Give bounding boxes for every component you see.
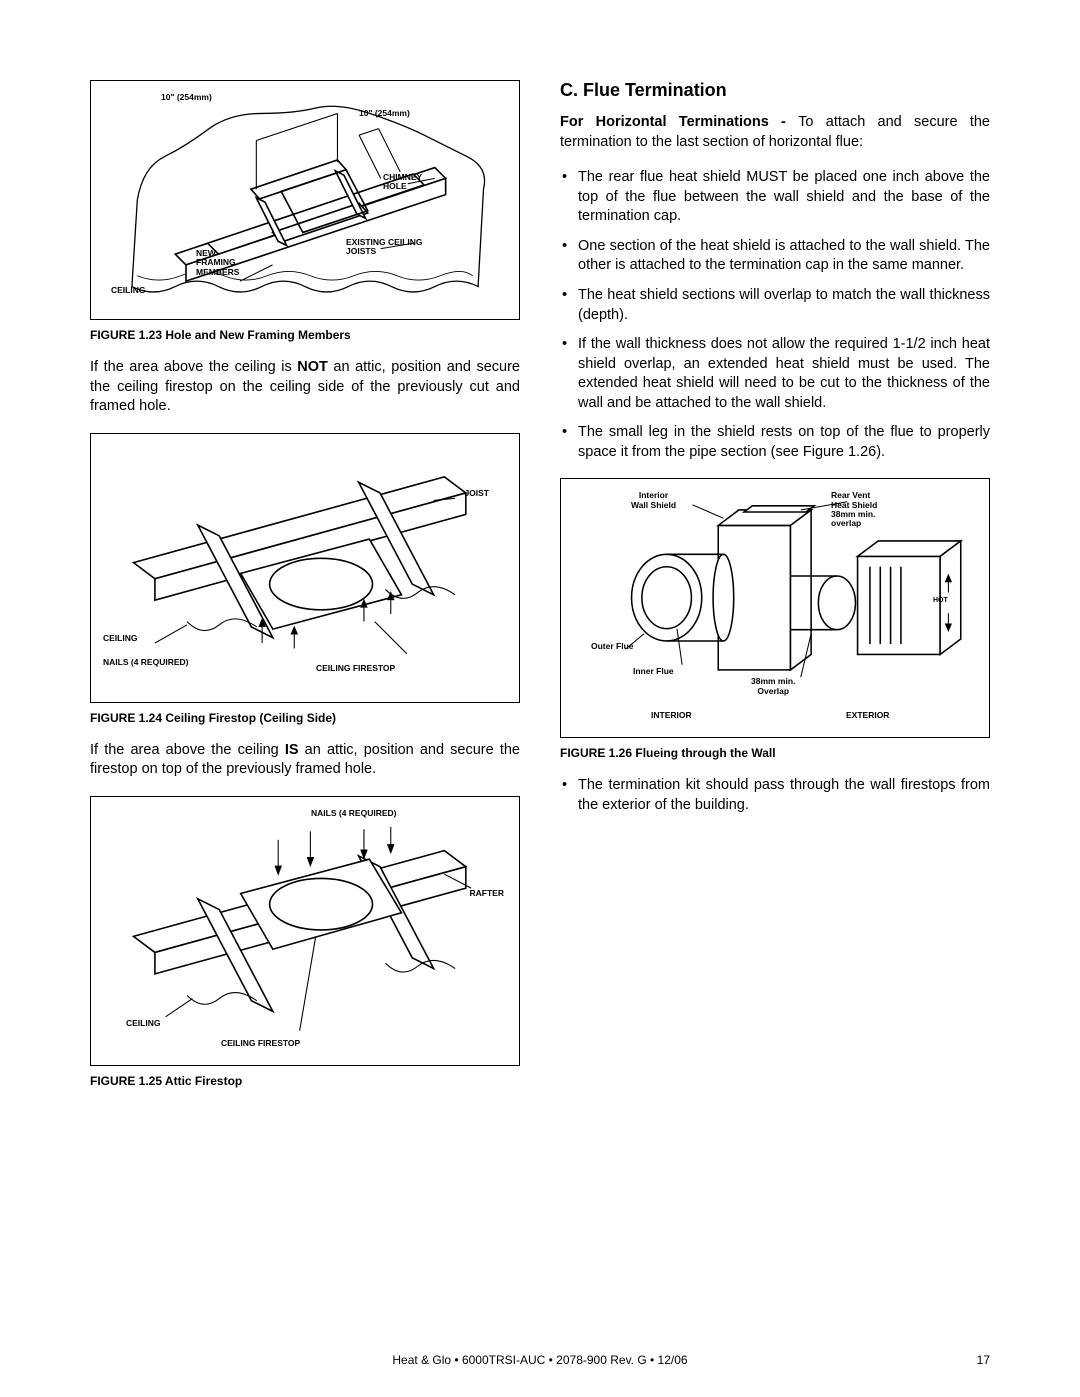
paragraph-is-attic: If the area above the ceiling IS an atti… (90, 741, 520, 780)
lead-paragraph: For Horizontal Terminations - To attach … (560, 113, 990, 152)
label-ceiling-123: CEILING (111, 286, 145, 295)
para1-bold: NOT (297, 359, 328, 375)
figure-1-25-caption: FIGURE 1.25 Attic Firestop (90, 1074, 520, 1088)
figure-1-25: NAILS (4 REQUIRED) RAFTER CEILING CEILIN… (90, 796, 520, 1066)
page-number: 17 (977, 1353, 990, 1367)
bullet-item: One section of the heat shield is attach… (560, 237, 990, 276)
figure-1-26-caption: FIGURE 1.26 Flueing through the Wall (560, 746, 990, 760)
figure-1-26: Interior Wall Shield Rear Vent Heat Shie… (560, 478, 990, 738)
bullet-item: The heat shield sections will overlap to… (560, 286, 990, 325)
page-content: 10" (254mm) 10" (254mm) CHIMNEY HOLE EXI… (90, 80, 990, 1104)
page-footer: Heat & Glo • 6000TRSI-AUC • 2078-900 Rev… (0, 1353, 1080, 1367)
label-interior-wall: Interior Wall Shield (631, 491, 676, 510)
para2-bold: IS (285, 742, 299, 758)
bullet-item: The termination kit should pass through … (560, 776, 990, 815)
label-exterior: EXTERIOR (846, 711, 889, 720)
label-rafter-125: RAFTER (470, 889, 504, 898)
bullet-item: The small leg in the shield rests on top… (560, 423, 990, 462)
label-joist-124: JOIST (464, 489, 489, 498)
figure-1-24-caption: FIGURE 1.24 Ceiling Firestop (Ceiling Si… (90, 711, 520, 725)
label-inner-flue: Inner Flue (633, 667, 674, 676)
section-heading-c: C. Flue Termination (560, 80, 990, 101)
paragraph-not-attic: If the area above the ceiling is NOT an … (90, 358, 520, 417)
para2-pre: If the area above the ceiling (90, 742, 285, 758)
left-column: 10" (254mm) 10" (254mm) CHIMNEY HOLE EXI… (90, 80, 520, 1104)
label-interior: INTERIOR (651, 711, 692, 720)
label-firestop-125: CEILING FIRESTOP (221, 1039, 300, 1048)
bullet-list-2: The termination kit should pass through … (560, 776, 990, 815)
right-column: C. Flue Termination For Horizontal Termi… (560, 80, 990, 1104)
label-newframe: NEW FRAMING MEMBERS (196, 249, 239, 277)
label-ceiling-124: CEILING (103, 634, 137, 643)
label-ceiling-125: CEILING (126, 1019, 160, 1028)
lead-bold: For Horizontal Terminations - (560, 114, 798, 130)
label-nails-125: NAILS (4 REQUIRED) (311, 809, 396, 818)
label-outer-flue: Outer Flue (591, 642, 634, 651)
label-dim2: 10" (254mm) (359, 109, 410, 118)
label-firestop-124: CEILING FIRESTOP (316, 664, 395, 673)
para1-pre: If the area above the ceiling is (90, 359, 297, 375)
bullet-list-1: The rear flue heat shield MUST be placed… (560, 168, 990, 462)
diagram-1-23-svg (91, 81, 519, 319)
figure-1-23-caption: FIGURE 1.23 Hole and New Framing Members (90, 328, 520, 342)
figure-1-23: 10" (254mm) 10" (254mm) CHIMNEY HOLE EXI… (90, 80, 520, 320)
figure-1-24: JOIST CEILING NAILS (4 REQUIRED) CEILING… (90, 433, 520, 703)
bullet-item: The rear flue heat shield MUST be placed… (560, 168, 990, 227)
label-existing: EXISTING CEILING JOISTS (346, 238, 423, 257)
label-chimney: CHIMNEY HOLE (383, 173, 422, 192)
label-rear-vent: Rear Vent Heat Shield 38mm min. overlap (831, 491, 877, 528)
bullet-item: If the wall thickness does not allow the… (560, 335, 990, 413)
diagram-1-26-svg (561, 479, 989, 737)
label-hot: HOT (933, 597, 948, 605)
label-overlap: 38mm min. Overlap (751, 677, 795, 696)
label-nails-124: NAILS (4 REQUIRED) (103, 658, 188, 667)
label-dim1: 10" (254mm) (161, 93, 212, 102)
